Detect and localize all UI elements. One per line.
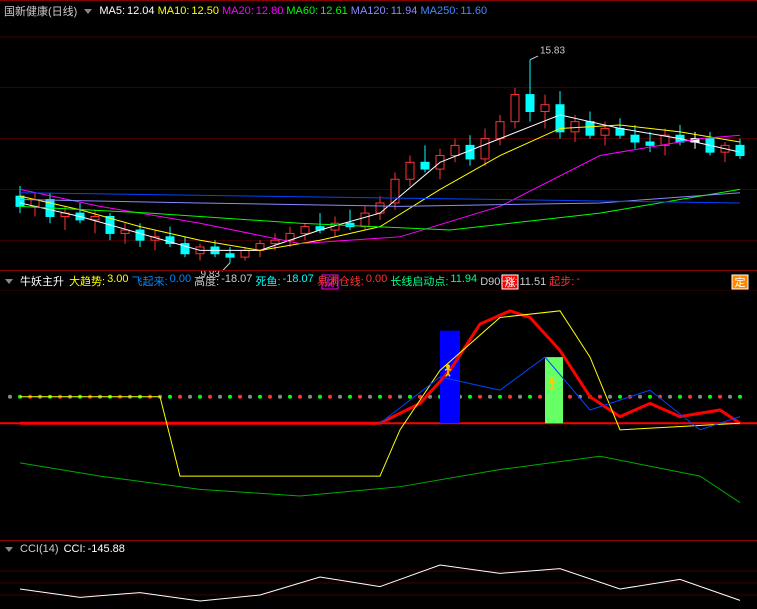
indicator-label: 飞起来:0.00	[132, 273, 191, 289]
indicator-label: 易满仓线:0.00	[317, 273, 387, 289]
price-panel: 国新健康(日线) MA5:12.04 MA10:12.50 MA20:12.80…	[0, 0, 757, 270]
indicator-label: CCI:-145.88	[64, 543, 125, 555]
expand-icon[interactable]	[4, 276, 14, 286]
indicator-label: CCI(14)	[20, 543, 61, 555]
indicator-panel: 牛妖主升 大趋势:3.00 飞起来:0.00 高度:-18.07 死鱼:-18.…	[0, 270, 757, 540]
indicator-header: 牛妖主升 大趋势:3.00 飞起来:0.00 高度:-18.07 死鱼:-18.…	[0, 271, 757, 291]
stock-title: 国新健康(日线)	[4, 3, 77, 19]
expand-icon[interactable]	[83, 6, 93, 16]
indicator-label: 死鱼:-18.07	[255, 273, 313, 289]
cci-panel: CCI(14) CCI:-145.88	[0, 540, 757, 608]
svg-text:15.83: 15.83	[540, 46, 565, 57]
indicator-label: MA5:12.04	[99, 5, 154, 17]
indicator-label: 大趋势:3.00	[69, 273, 128, 289]
cci-chart[interactable]	[0, 557, 757, 609]
cci-header: CCI(14) CCI:-145.88	[0, 541, 757, 557]
chart-container: 国新健康(日线) MA5:12.04 MA10:12.50 MA20:12.80…	[0, 0, 757, 608]
indicator-chart[interactable]	[0, 291, 757, 545]
expand-icon[interactable]	[4, 544, 14, 554]
price-chart[interactable]: 9.8315.83财涨定	[0, 21, 757, 291]
indicator-label: D90H1:11.51	[480, 276, 546, 288]
indicator-label: MA10:12.50	[158, 5, 219, 17]
price-header: 国新健康(日线) MA5:12.04 MA10:12.50 MA20:12.80…	[0, 1, 757, 21]
indicator-label: MA120:11.94	[351, 5, 418, 17]
indicator-label: 长线启动点:11.94	[390, 273, 477, 289]
indicator-label: MA20:12.80	[222, 5, 283, 17]
indicator-label: 牛妖主升	[20, 273, 66, 289]
indicator-label: 起步:-	[549, 273, 580, 289]
indicator-label: 高度:-18.07	[194, 273, 252, 289]
indicator-label: MA60:12.61	[286, 5, 347, 17]
indicator-label: MA250:11.60	[420, 5, 487, 17]
